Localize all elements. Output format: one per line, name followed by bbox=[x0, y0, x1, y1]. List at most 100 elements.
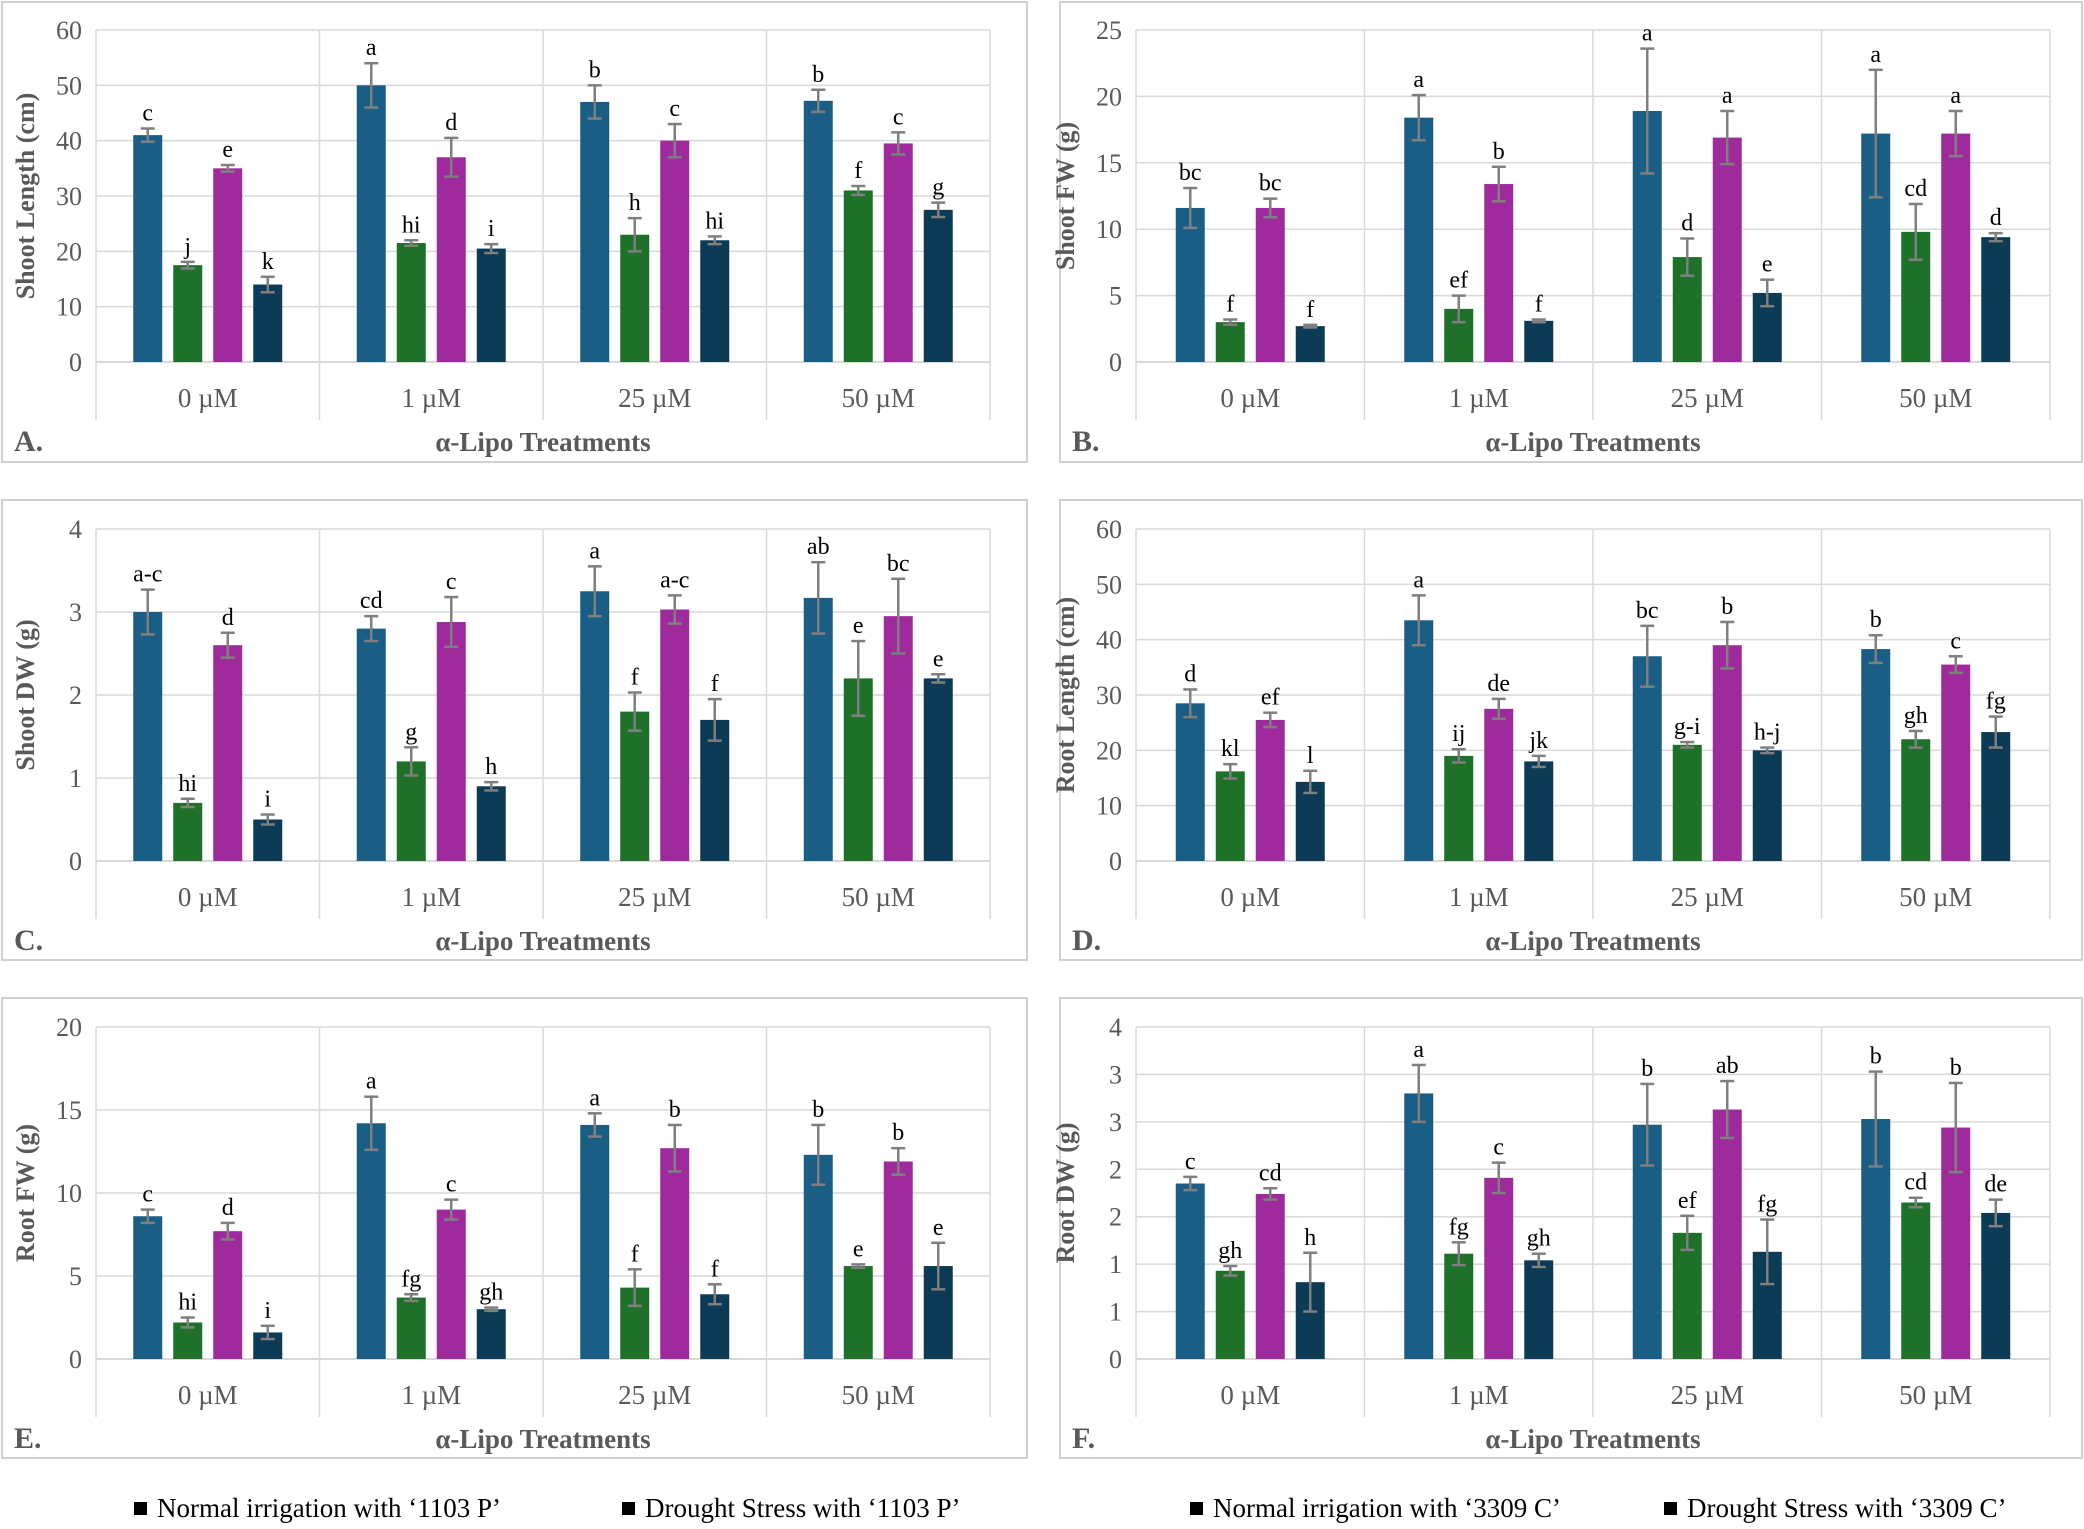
significance-letter: hi bbox=[178, 1290, 197, 1316]
y-tick-label: 5 bbox=[1109, 282, 1122, 311]
y-tick-label: 50 bbox=[1096, 570, 1122, 599]
bar-normal-3309c bbox=[1484, 708, 1514, 861]
significance-letter: cd bbox=[1904, 1170, 1927, 1196]
significance-letter: b bbox=[1721, 594, 1733, 620]
y-tick-label: 1 bbox=[69, 764, 82, 793]
bar-drought-3309c bbox=[476, 1309, 506, 1359]
bar-normal-1103p bbox=[1861, 649, 1891, 861]
significance-letter: c bbox=[142, 1182, 153, 1208]
y-axis-title: Shoot DW (g) bbox=[11, 619, 40, 770]
legend-swatch-icon bbox=[134, 1501, 147, 1515]
y-tick-label: 3 bbox=[1109, 1108, 1122, 1137]
significance-letter: d bbox=[445, 110, 457, 136]
significance-letter: f bbox=[854, 158, 862, 184]
bar-drought-3309c bbox=[700, 240, 730, 362]
significance-letter: h bbox=[485, 754, 497, 780]
significance-letter: a-c bbox=[133, 562, 162, 588]
significance-letter: e bbox=[933, 646, 944, 672]
bar-drought-3309c bbox=[1524, 1260, 1554, 1359]
significance-letter: bc bbox=[887, 551, 910, 577]
bar-normal-1103p bbox=[356, 85, 386, 362]
legend-label: Normal irrigation with ‘3309 C’ bbox=[1213, 1492, 1561, 1523]
y-axis-title: Shoot FW (g) bbox=[1051, 122, 1080, 270]
x-tick-label: 25 µM bbox=[618, 882, 691, 912]
significance-letter: k bbox=[262, 249, 274, 275]
significance-letter: a bbox=[1870, 42, 1881, 68]
y-axis-title: Shoot Length (cm) bbox=[11, 93, 40, 300]
legend-label: Normal irrigation with ‘1103 P’ bbox=[157, 1492, 501, 1523]
significance-letter: b bbox=[1493, 139, 1505, 165]
y-tick-label: 15 bbox=[1096, 149, 1122, 178]
legend-item-normal-1103p: Normal irrigation with ‘1103 P’ bbox=[134, 1490, 501, 1526]
significance-letter: kl bbox=[1221, 736, 1240, 762]
significance-letter: ab bbox=[807, 534, 830, 560]
significance-letter: c bbox=[446, 569, 457, 595]
significance-letter: e bbox=[853, 1236, 864, 1262]
significance-letter: hi bbox=[402, 212, 421, 238]
significance-letter: b bbox=[892, 1120, 904, 1146]
bar-drought-1103p bbox=[1672, 744, 1702, 861]
x-tick-label: 1 µM bbox=[401, 383, 461, 413]
y-axis-title: Root DW (g) bbox=[1051, 1122, 1080, 1263]
y-tick-label: 10 bbox=[56, 293, 82, 322]
bar-normal-1103p bbox=[803, 100, 833, 363]
significance-letter: d bbox=[1681, 210, 1693, 236]
bar-drought-1103p bbox=[1672, 1232, 1702, 1359]
y-tick-label: 2 bbox=[1109, 1203, 1122, 1232]
significance-letter: fg bbox=[401, 1266, 421, 1292]
significance-letter: c bbox=[446, 1172, 457, 1198]
significance-letter: c bbox=[1950, 628, 1961, 654]
significance-letter: a bbox=[1413, 1037, 1424, 1063]
significance-letter: a bbox=[589, 538, 600, 564]
bar-drought-1103p bbox=[396, 1297, 426, 1359]
y-tick-label: 10 bbox=[1096, 792, 1122, 821]
y-tick-label: 5 bbox=[69, 1262, 82, 1291]
significance-letter: bc bbox=[1636, 598, 1659, 624]
y-tick-label: 4 bbox=[1109, 1013, 1122, 1042]
x-tick-label: 50 µM bbox=[1899, 383, 1972, 413]
bar-normal-3309c bbox=[213, 1231, 243, 1359]
significance-letter: b bbox=[812, 1097, 824, 1123]
bar-normal-3309c bbox=[1712, 137, 1742, 362]
y-tick-label: 0 bbox=[69, 1345, 82, 1374]
significance-letter: jk bbox=[1528, 728, 1548, 754]
bar-drought-1103p bbox=[1215, 1270, 1245, 1359]
significance-letter: l bbox=[1307, 743, 1314, 769]
bar-drought-3309c bbox=[1524, 320, 1554, 362]
significance-letter: de bbox=[1984, 1172, 2007, 1198]
x-tick-label: 25 µM bbox=[1671, 1380, 1744, 1410]
bar-normal-3309c bbox=[1941, 664, 1971, 861]
y-tick-label: 3 bbox=[69, 598, 82, 627]
bar-normal-3309c bbox=[660, 1148, 690, 1359]
panel-label: F. bbox=[1072, 1422, 1095, 1455]
x-tick-label: 25 µM bbox=[1671, 882, 1744, 912]
x-tick-label: 0 µM bbox=[1220, 1380, 1280, 1410]
significance-letter: f bbox=[631, 1241, 639, 1267]
x-axis-title: α-Lipo Treatments bbox=[435, 926, 650, 956]
y-tick-label: 60 bbox=[1096, 515, 1122, 544]
bar-drought-1103p bbox=[173, 265, 203, 362]
legend-item-normal-3309c: Normal irrigation with ‘3309 C’ bbox=[1190, 1490, 1561, 1526]
bar-drought-1103p bbox=[1444, 755, 1474, 861]
significance-letter: d bbox=[222, 1195, 234, 1221]
bar-normal-3309c bbox=[883, 616, 913, 861]
significance-letter: fg bbox=[1986, 689, 2006, 715]
significance-letter: b bbox=[589, 57, 601, 83]
bar-drought-1103p bbox=[843, 1266, 873, 1359]
significance-letter: c bbox=[1493, 1135, 1504, 1161]
bar-normal-3309c bbox=[883, 143, 913, 362]
y-tick-label: 2 bbox=[1109, 1155, 1122, 1184]
bar-drought-1103p bbox=[1901, 1202, 1931, 1359]
y-tick-label: 20 bbox=[1096, 82, 1122, 111]
significance-letter: e bbox=[1762, 252, 1773, 278]
x-axis-title: α-Lipo Treatments bbox=[1485, 427, 1700, 457]
significance-letter: cd bbox=[1259, 1160, 1282, 1186]
bar-drought-3309c bbox=[1295, 781, 1325, 861]
significance-letter: i bbox=[264, 787, 271, 813]
significance-letter: f bbox=[1306, 297, 1314, 323]
bar-normal-3309c bbox=[660, 609, 690, 861]
bar-drought-1103p bbox=[1444, 1253, 1474, 1359]
significance-letter: a bbox=[1413, 567, 1424, 593]
bar-normal-3309c bbox=[1712, 645, 1742, 861]
x-tick-label: 25 µM bbox=[618, 1380, 691, 1410]
